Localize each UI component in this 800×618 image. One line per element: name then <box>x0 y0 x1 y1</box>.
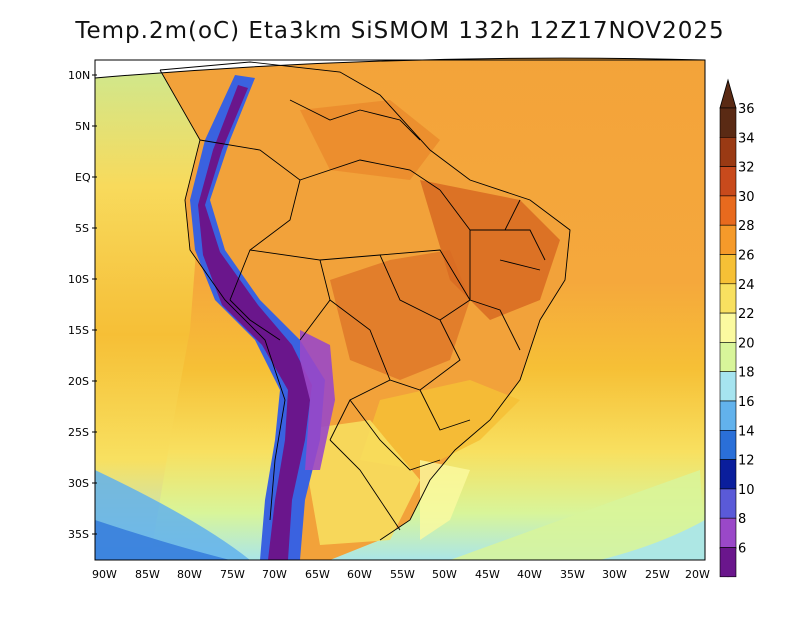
colorbar-swatch <box>719 400 737 431</box>
lon-label-55w: 55W <box>390 568 415 581</box>
lon-label-65w: 65W <box>305 568 330 581</box>
colorbar-label: 22 <box>738 307 755 322</box>
lon-label-35w: 35W <box>560 568 585 581</box>
colorbar-swatch <box>719 283 737 314</box>
lat-label-5s: 5S <box>75 222 89 235</box>
colorbar-swatch <box>719 459 737 490</box>
colorbar-label: 20 <box>738 336 755 351</box>
lon-label-60w: 60W <box>347 568 372 581</box>
temperature-field <box>95 58 705 560</box>
lon-label-50w: 50W <box>432 568 457 581</box>
colorbar-label: 8 <box>738 512 746 527</box>
colorbar-label: 26 <box>738 249 755 264</box>
colorbar-swatch <box>719 107 737 138</box>
lon-label-30w: 30W <box>602 568 627 581</box>
colorbar-swatch <box>719 137 737 167</box>
lon-label-90w: 90W <box>92 568 117 581</box>
colorbar-swatch <box>719 547 737 578</box>
lat-label-30s: 30S <box>68 477 89 490</box>
lon-label-20w: 20W <box>685 568 710 581</box>
colorbar-swatch <box>719 166 737 197</box>
colorbar-swatch <box>719 429 737 460</box>
colorbar-swatch <box>719 254 737 285</box>
lat-label-10s: 10S <box>68 273 89 286</box>
map-frame-top <box>94 57 706 79</box>
lon-label-75w: 75W <box>220 568 245 581</box>
colorbar-label: 16 <box>738 395 755 410</box>
colorbar-label: 18 <box>738 366 755 381</box>
lat-label-eq: EQ <box>75 171 91 184</box>
colorbar-label: 32 <box>738 161 755 176</box>
map-title: Temp.2m(oC) Eta3km SiSMOM 132h 12Z17NOV2… <box>75 18 725 44</box>
colorbar: 36 34 32 30 28 26 24 22 20 18 16 14 12 10 8 6 <box>719 78 755 578</box>
colorbar-label: 28 <box>738 219 755 234</box>
colorbar-label: 30 <box>738 190 755 205</box>
colorbar-label: 14 <box>738 424 755 439</box>
colorbar-swatch <box>719 517 737 548</box>
lon-label-80w: 80W <box>177 568 202 581</box>
colorbar-swatch <box>719 312 737 343</box>
political-borders <box>159 61 571 541</box>
colorbar-swatch <box>719 342 737 372</box>
lon-label-45w: 45W <box>475 568 500 581</box>
colorbar-top-arrow <box>719 78 737 109</box>
colorbar-swatch <box>719 488 737 519</box>
colorbar-label: 24 <box>738 278 755 293</box>
lat-label-35s: 35S <box>68 528 89 541</box>
map-frame <box>94 59 706 561</box>
longitude-axis: 90W 85W 80W 75W 70W 65W 60W 55W 50W 45W … <box>92 568 710 581</box>
lon-label-25w: 25W <box>645 568 670 581</box>
lat-label-20s: 20S <box>68 375 89 388</box>
lat-label-10n: 10N <box>68 69 90 82</box>
colorbar-label: 10 <box>738 483 755 498</box>
lon-label-85w: 85W <box>135 568 160 581</box>
lat-label-15s: 15S <box>68 324 89 337</box>
latitude-axis: 10N 5N EQ 5S 10S 15S 20S 25S 30S 35S <box>68 69 97 541</box>
colorbar-label: 34 <box>738 131 755 146</box>
colorbar-label: 6 <box>738 542 746 557</box>
lat-label-25s: 25S <box>68 426 89 439</box>
colorbar-label: 36 <box>738 102 755 117</box>
colorbar-swatch <box>719 224 737 255</box>
colorbar-swatch <box>719 371 737 402</box>
lon-label-70w: 70W <box>262 568 287 581</box>
colorbar-label: 12 <box>738 454 755 469</box>
colorbar-swatch <box>719 195 737 226</box>
lat-label-5n: 5N <box>75 120 90 133</box>
lon-label-40w: 40W <box>517 568 542 581</box>
